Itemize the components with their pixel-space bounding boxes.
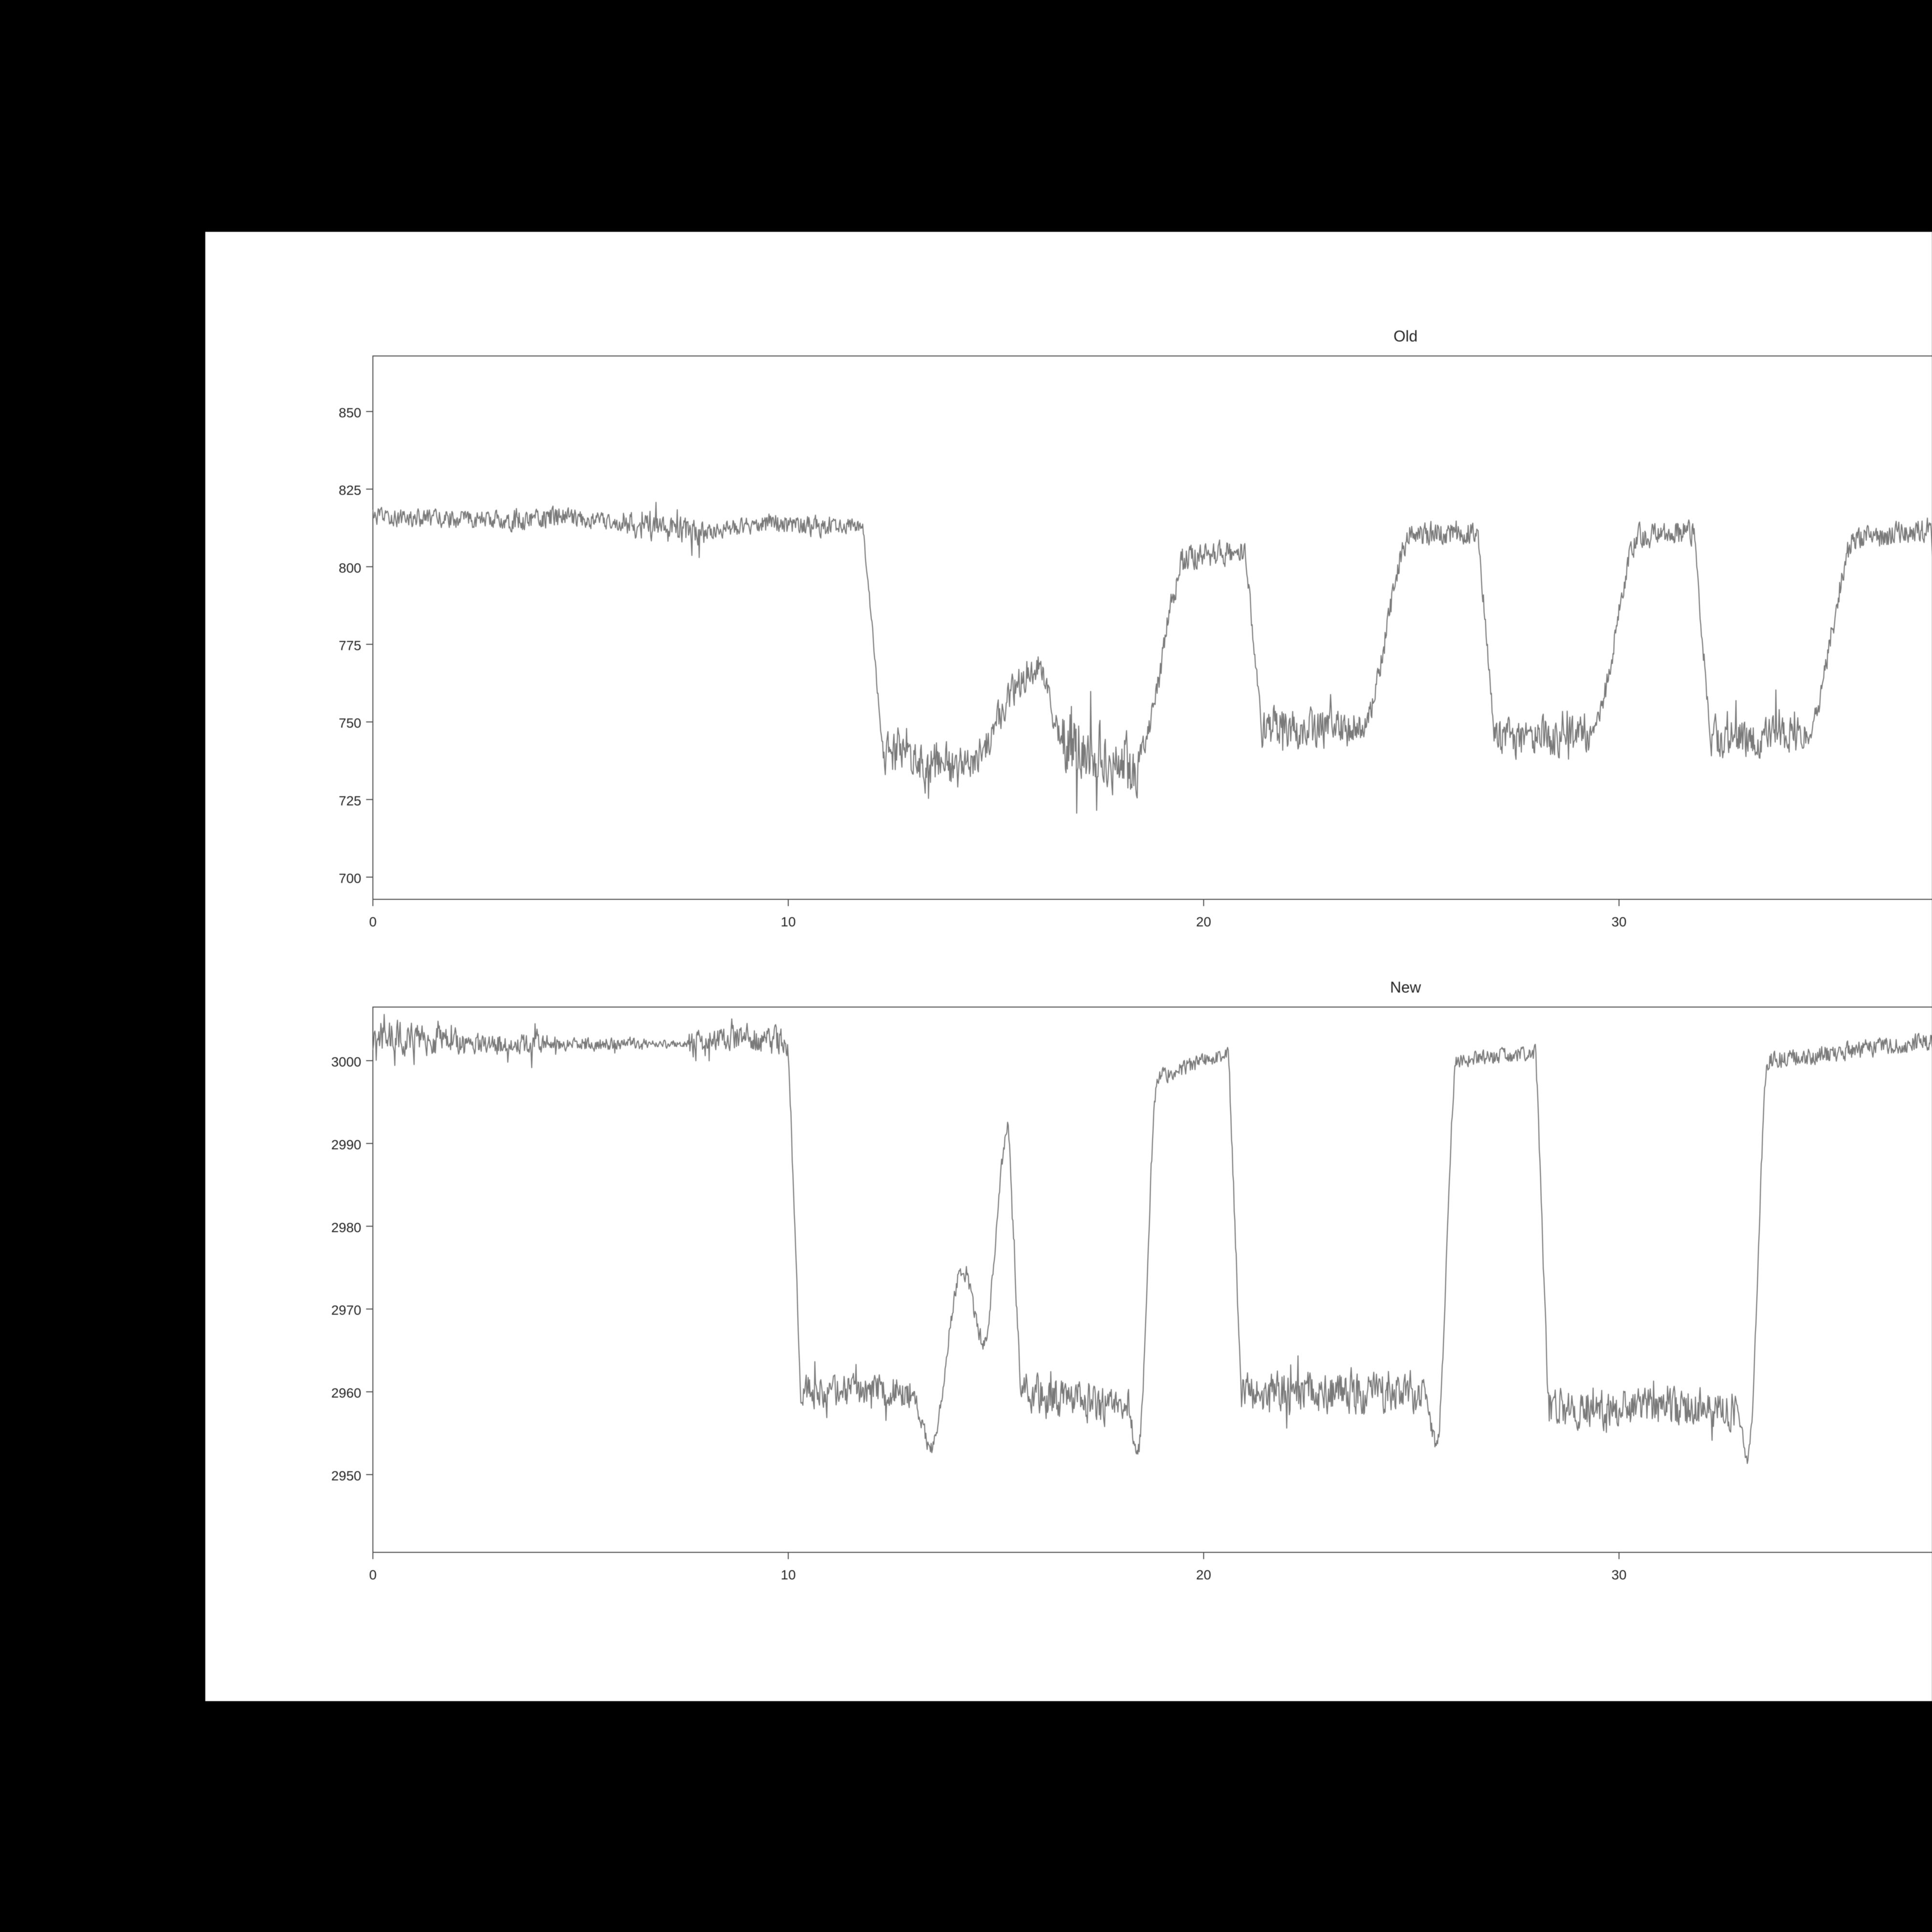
svg-text:2970: 2970 xyxy=(331,1303,361,1318)
svg-text:725: 725 xyxy=(339,793,361,808)
svg-text:30: 30 xyxy=(1611,914,1626,929)
svg-text:20: 20 xyxy=(1196,1567,1211,1582)
svg-text:0: 0 xyxy=(369,914,377,929)
svg-text:30: 30 xyxy=(1611,1567,1626,1582)
svg-text:700: 700 xyxy=(339,871,361,886)
svg-text:825: 825 xyxy=(339,483,361,498)
svg-text:2990: 2990 xyxy=(331,1137,361,1152)
svg-text:Old: Old xyxy=(1393,327,1418,345)
svg-text:10: 10 xyxy=(781,1567,796,1582)
svg-text:10: 10 xyxy=(781,914,796,929)
svg-text:800: 800 xyxy=(339,560,361,575)
svg-text:850: 850 xyxy=(339,405,361,420)
svg-text:2950: 2950 xyxy=(331,1468,361,1483)
svg-text:3000: 3000 xyxy=(331,1054,361,1069)
svg-text:2980: 2980 xyxy=(331,1220,361,1235)
svg-text:775: 775 xyxy=(339,638,361,653)
svg-text:0: 0 xyxy=(369,1567,377,1582)
svg-text:20: 20 xyxy=(1196,914,1211,929)
svg-text:2960: 2960 xyxy=(331,1386,361,1401)
svg-text:750: 750 xyxy=(339,716,361,731)
svg-text:New: New xyxy=(1390,979,1421,996)
